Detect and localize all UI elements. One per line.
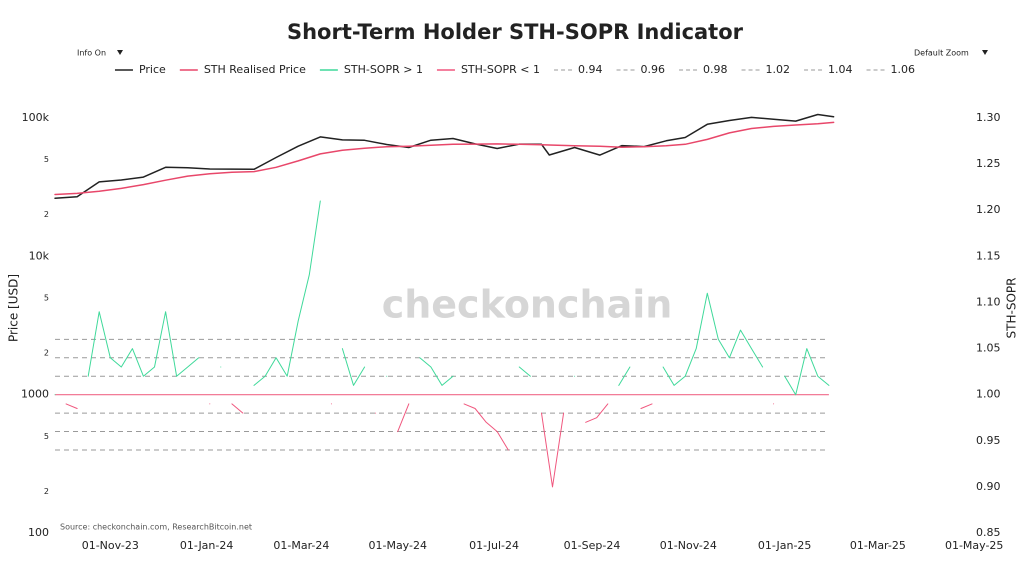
legend-label: 0.94 <box>578 63 603 76</box>
legend: Price STH Realised Price STH-SOPR > 1 STH-S… <box>114 63 916 76</box>
y-axis-title: Price [USD] <box>7 274 21 342</box>
x-tick-label: 01-Nov-24 <box>660 539 717 552</box>
watermark: checkonchain <box>382 283 673 327</box>
y2-tick-label: 0.85 <box>976 526 1001 539</box>
x-tick-label: 01-Sep-24 <box>564 539 621 552</box>
legend-label: 0.98 <box>703 63 728 76</box>
y-tick-label: 100 <box>28 526 49 539</box>
legend-label: Price <box>139 63 166 76</box>
y2-tick-label: 1.20 <box>976 203 1001 216</box>
y2-tick-label: 0.90 <box>976 480 1001 493</box>
y2-tick-label: 1.10 <box>976 295 1001 308</box>
y-tick-label: 5 <box>44 293 49 302</box>
series-line <box>54 200 830 396</box>
x-tick-label: 01-May-25 <box>945 539 1003 552</box>
x-tick-label: 01-Jan-25 <box>758 539 812 552</box>
y-tick-label: 2 <box>44 349 49 358</box>
y2-tick-label: 1.00 <box>976 388 1001 401</box>
x-tick-label: 01-May-24 <box>368 539 426 552</box>
legend-label: 1.04 <box>828 63 853 76</box>
info-toggle[interactable]: Info On <box>77 49 106 58</box>
series-line <box>54 113 835 199</box>
x-tick-label: 01-Mar-24 <box>273 539 329 552</box>
dropdown-arrow[interactable] <box>982 50 988 55</box>
dropdown-arrow[interactable] <box>117 50 123 55</box>
zoom-select[interactable]: Default Zoom <box>914 49 969 58</box>
y2-tick-label: 1.30 <box>976 111 1001 124</box>
y2-axis-title: STH-SOPR <box>1005 278 1019 339</box>
legend-label: 0.96 <box>641 63 666 76</box>
x-tick-label: 01-Jan-24 <box>180 539 234 552</box>
y-tick-label: 5 <box>44 432 49 441</box>
y-tick-label: 1000 <box>21 388 49 401</box>
series-line <box>54 121 835 196</box>
y-tick-label: 2 <box>44 210 49 219</box>
x-tick-label: 01-Jul-24 <box>469 539 519 552</box>
legend-label: 1.02 <box>766 63 791 76</box>
y2-tick-label: 1.05 <box>976 342 1001 355</box>
y2-tick-label: 0.95 <box>976 434 1001 447</box>
legend-label: STH-SOPR < 1 <box>461 63 540 76</box>
legend-label: 1.06 <box>891 63 916 76</box>
series-line <box>65 403 775 488</box>
y-tick-label: 2 <box>44 487 49 496</box>
y-tick-label: 10k <box>29 249 50 262</box>
legend-label: STH Realised Price <box>204 63 306 76</box>
legend-label: STH-SOPR > 1 <box>344 63 423 76</box>
y2-tick-label: 1.25 <box>976 157 1001 170</box>
y-tick-label: 100k <box>22 111 50 124</box>
y2-tick-label: 1.15 <box>976 249 1001 262</box>
source-note: Source: checkonchain.com, ResearchBitcoi… <box>60 523 252 532</box>
x-tick-label: 01-Nov-23 <box>82 539 139 552</box>
chart-title: Short-Term Holder STH-SOPR Indicator <box>287 20 744 44</box>
x-tick-label: 01-Mar-25 <box>850 539 906 552</box>
y-tick-label: 5 <box>44 155 49 164</box>
